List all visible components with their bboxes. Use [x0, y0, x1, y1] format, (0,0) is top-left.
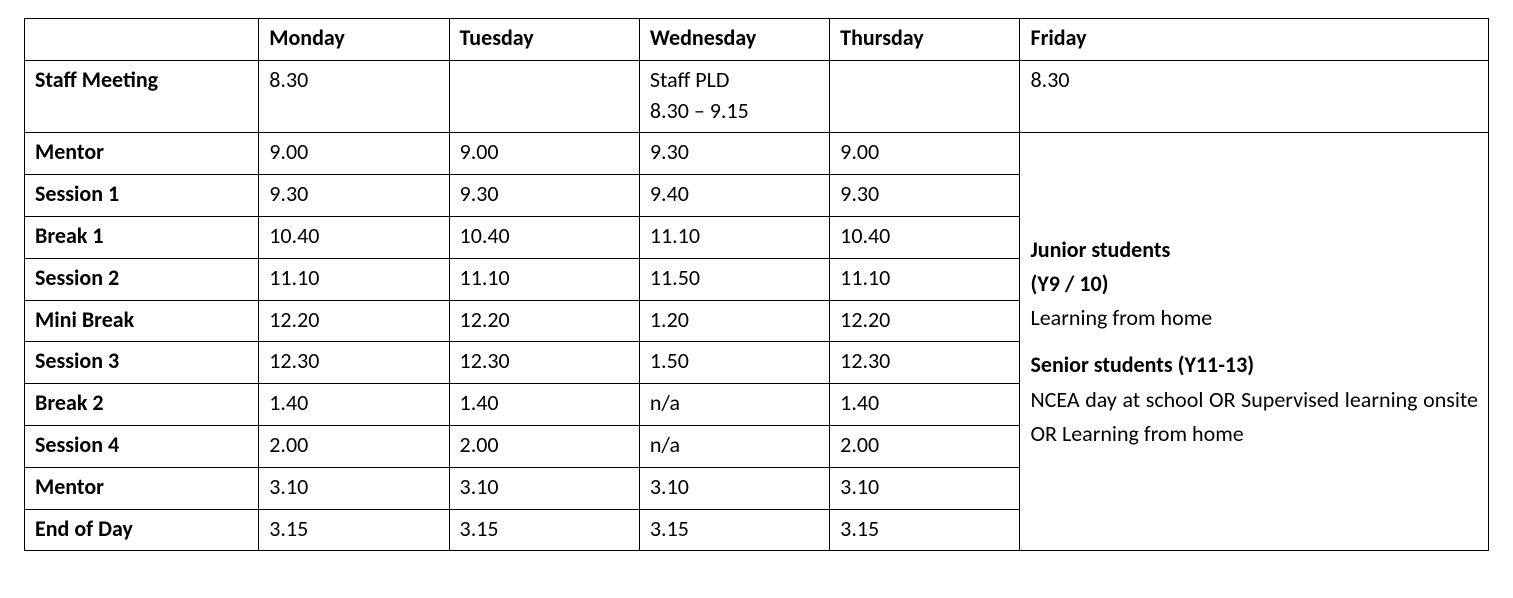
cell-session2-wed: 11.50 [639, 258, 829, 300]
header-thursday: Thursday [830, 19, 1020, 61]
friday-notes-cell: Junior students (Y9 / 10) Learning from … [1020, 133, 1489, 551]
cell-session2-mon: 11.10 [259, 258, 449, 300]
cell-staff-thu [830, 60, 1020, 133]
cell-break2-thu: 1.40 [830, 384, 1020, 426]
cell-session4-thu: 2.00 [830, 425, 1020, 467]
cell-mentor1-mon: 9.00 [259, 133, 449, 175]
cell-minibreak-tue: 12.20 [449, 300, 639, 342]
friday-notes: Junior students (Y9 / 10) Learning from … [1030, 233, 1478, 451]
rowlabel-staff-meeting: Staff Meeting [25, 60, 259, 133]
cell-break1-thu: 10.40 [830, 216, 1020, 258]
header-blank [25, 19, 259, 61]
rowlabel-break-1: Break 1 [25, 216, 259, 258]
cell-break1-tue: 10.40 [449, 216, 639, 258]
cell-mentor2-mon: 3.10 [259, 467, 449, 509]
rowlabel-mentor-2: Mentor [25, 467, 259, 509]
rowlabel-mentor-1: Mentor [25, 133, 259, 175]
cell-eod-wed: 3.15 [639, 509, 829, 551]
cell-mentor1-tue: 9.00 [449, 133, 639, 175]
header-tuesday: Tuesday [449, 19, 639, 61]
rowlabel-mini-break: Mini Break [25, 300, 259, 342]
cell-staff-fri: 8.30 [1020, 60, 1489, 133]
cell-eod-thu: 3.15 [830, 509, 1020, 551]
cell-session4-wed: n/a [639, 425, 829, 467]
cell-session4-mon: 2.00 [259, 425, 449, 467]
cell-staff-tue [449, 60, 639, 133]
header-monday: Monday [259, 19, 449, 61]
cell-staff-wed: Staff PLD8.30 – 9.15 [639, 60, 829, 133]
cell-session3-tue: 12.30 [449, 342, 639, 384]
cell-mentor1-thu: 9.00 [830, 133, 1020, 175]
cell-session1-thu: 9.30 [830, 175, 1020, 217]
rowlabel-end-of-day: End of Day [25, 509, 259, 551]
cell-session2-thu: 11.10 [830, 258, 1020, 300]
cell-break2-mon: 1.40 [259, 384, 449, 426]
cell-session1-tue: 9.30 [449, 175, 639, 217]
rowlabel-session-2: Session 2 [25, 258, 259, 300]
cell-break1-mon: 10.40 [259, 216, 449, 258]
cell-mentor2-tue: 3.10 [449, 467, 639, 509]
cell-session1-wed: 9.40 [639, 175, 829, 217]
cell-session2-tue: 11.10 [449, 258, 639, 300]
rowlabel-session-4: Session 4 [25, 425, 259, 467]
cell-minibreak-wed: 1.20 [639, 300, 829, 342]
cell-eod-mon: 3.15 [259, 509, 449, 551]
cell-mentor1-wed: 9.30 [639, 133, 829, 175]
row-mentor-1: Mentor 9.00 9.00 9.30 9.00 Junior studen… [25, 133, 1489, 175]
cell-minibreak-thu: 12.20 [830, 300, 1020, 342]
cell-break2-tue: 1.40 [449, 384, 639, 426]
cell-staff-mon: 8.30 [259, 60, 449, 133]
juniors-heading-2: (Y9 / 10) [1030, 267, 1478, 301]
header-friday: Friday [1020, 19, 1489, 61]
rowlabel-break-2: Break 2 [25, 384, 259, 426]
juniors-heading-1: Junior students [1030, 233, 1478, 267]
juniors-body: Learning from home [1030, 301, 1478, 335]
rowlabel-session-3: Session 3 [25, 342, 259, 384]
cell-session3-wed: 1.50 [639, 342, 829, 384]
cell-break1-wed: 11.10 [639, 216, 829, 258]
cell-eod-tue: 3.15 [449, 509, 639, 551]
cell-session1-mon: 9.30 [259, 175, 449, 217]
table-header-row: Monday Tuesday Wednesday Thursday Friday [25, 19, 1489, 61]
row-staff-meeting: Staff Meeting 8.30 Staff PLD8.30 – 9.15 … [25, 60, 1489, 133]
cell-session3-thu: 12.30 [830, 342, 1020, 384]
header-wednesday: Wednesday [639, 19, 829, 61]
seniors-body: NCEA day at school OR Supervised learnin… [1030, 383, 1478, 451]
rowlabel-session-1: Session 1 [25, 175, 259, 217]
cell-break2-wed: n/a [639, 384, 829, 426]
cell-mentor2-thu: 3.10 [830, 467, 1020, 509]
cell-mentor2-wed: 3.10 [639, 467, 829, 509]
cell-session3-mon: 12.30 [259, 342, 449, 384]
cell-minibreak-mon: 12.20 [259, 300, 449, 342]
seniors-heading: Senior students (Y11-13) [1030, 348, 1478, 382]
timetable-table: Monday Tuesday Wednesday Thursday Friday… [24, 18, 1489, 551]
cell-session4-tue: 2.00 [449, 425, 639, 467]
